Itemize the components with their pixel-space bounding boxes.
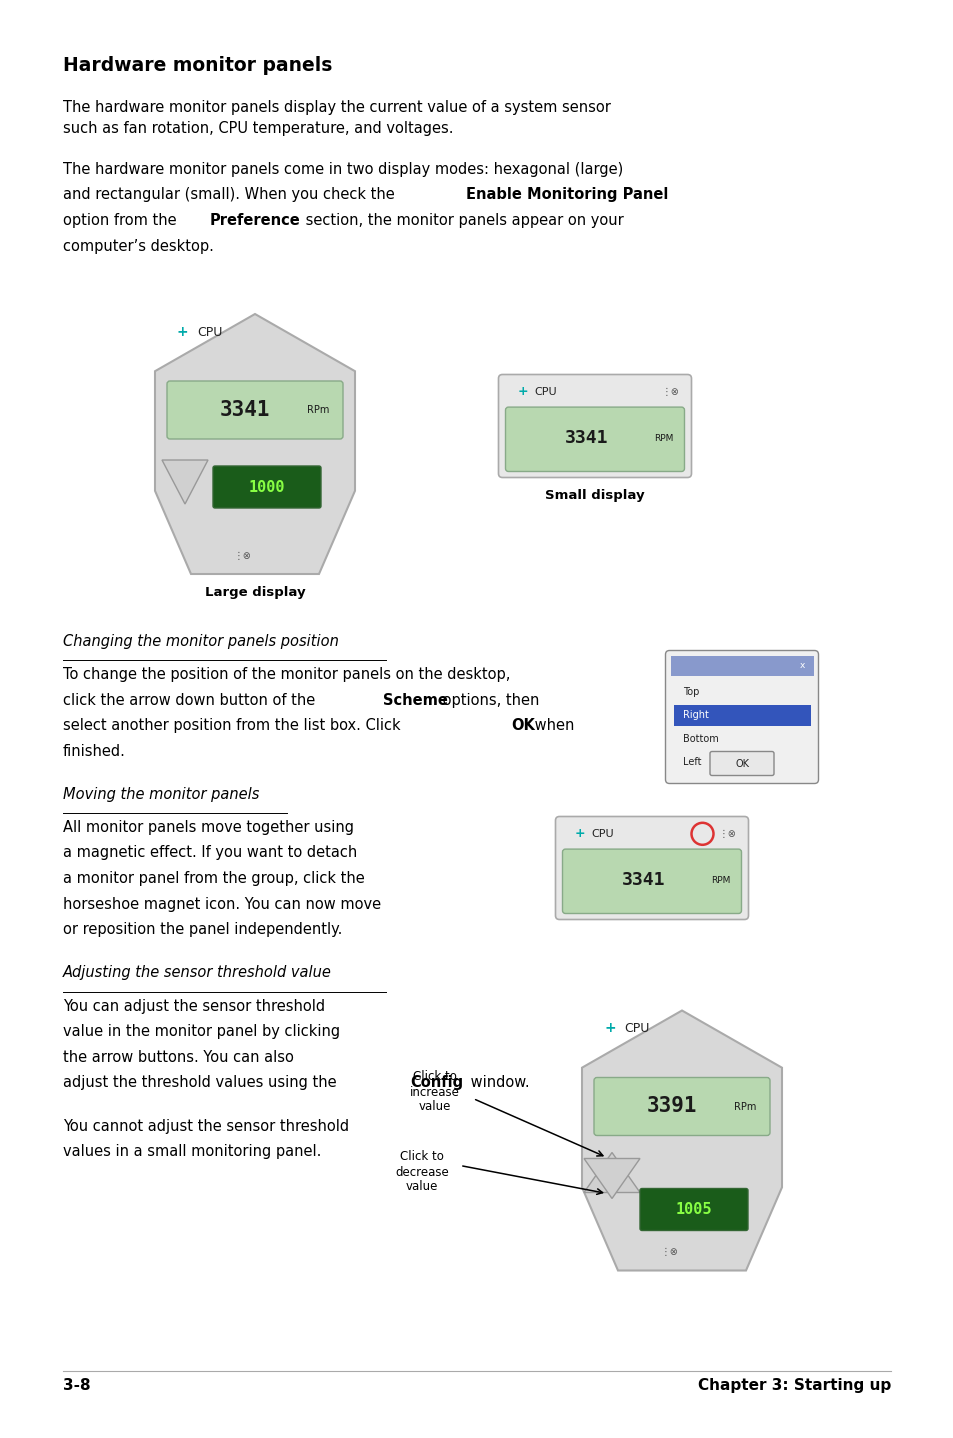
Text: values in a small monitoring panel.: values in a small monitoring panel. xyxy=(63,1145,321,1159)
Text: Click to
increase
value: Click to increase value xyxy=(410,1070,459,1113)
Text: The hardware monitor panels display the current value of a system sensor
such as: The hardware monitor panels display the … xyxy=(63,101,610,137)
FancyBboxPatch shape xyxy=(167,381,343,439)
Text: and rectangular (small). When you check the: and rectangular (small). When you check … xyxy=(63,187,399,203)
Text: OK: OK xyxy=(511,718,535,733)
FancyBboxPatch shape xyxy=(555,817,748,919)
Text: computer’s desktop.: computer’s desktop. xyxy=(63,239,213,253)
Text: option from the Preference section, the monitor panels appear on your: option from the Preference section, the … xyxy=(63,213,582,229)
Text: section, the monitor panels appear on your: section, the monitor panels appear on yo… xyxy=(300,213,623,229)
FancyBboxPatch shape xyxy=(505,407,684,472)
Text: ⋮⊗: ⋮⊗ xyxy=(233,551,252,561)
Text: RPM: RPM xyxy=(653,434,673,443)
FancyBboxPatch shape xyxy=(639,1188,747,1231)
Text: CPU: CPU xyxy=(534,387,557,397)
Text: adjust the threshold values using the: adjust the threshold values using the xyxy=(63,1076,341,1090)
Text: 3341: 3341 xyxy=(219,400,270,420)
FancyBboxPatch shape xyxy=(594,1077,769,1136)
FancyBboxPatch shape xyxy=(670,656,813,676)
Text: +: + xyxy=(177,325,189,339)
Text: computer’s desktop.: computer’s desktop. xyxy=(63,239,213,253)
Text: horseshoe magnet icon. You can now move: horseshoe magnet icon. You can now move xyxy=(63,896,381,912)
Text: value in the monitor panel by clicking: value in the monitor panel by clicking xyxy=(63,1024,340,1040)
Polygon shape xyxy=(154,313,355,574)
Text: CPU: CPU xyxy=(196,325,222,338)
Text: RPm: RPm xyxy=(733,1102,756,1112)
Text: +: + xyxy=(517,385,528,398)
FancyBboxPatch shape xyxy=(709,752,773,775)
FancyBboxPatch shape xyxy=(562,848,740,913)
FancyBboxPatch shape xyxy=(213,466,320,508)
Text: RPm: RPm xyxy=(307,406,329,416)
Text: Config: Config xyxy=(411,1076,463,1090)
Polygon shape xyxy=(583,1152,639,1192)
Text: Click to
decrease
value: Click to decrease value xyxy=(395,1150,449,1194)
Text: You can adjust the sensor threshold: You can adjust the sensor threshold xyxy=(63,998,325,1014)
Text: To change the position of the monitor panels on the desktop,: To change the position of the monitor pa… xyxy=(63,667,510,682)
Text: 3341: 3341 xyxy=(621,871,665,889)
Text: or reposition the panel independently.: or reposition the panel independently. xyxy=(63,922,342,938)
Text: window.: window. xyxy=(465,1076,529,1090)
Text: Bottom: Bottom xyxy=(682,733,719,743)
Text: You cannot adjust the sensor threshold: You cannot adjust the sensor threshold xyxy=(63,1119,349,1133)
Text: x: x xyxy=(799,661,804,670)
Text: 3341: 3341 xyxy=(565,429,608,447)
Text: All monitor panels move together using: All monitor panels move together using xyxy=(63,820,354,835)
Text: and rectangular (small). When you check the Enable Monitoring Panel: and rectangular (small). When you check … xyxy=(63,187,576,203)
FancyBboxPatch shape xyxy=(673,705,810,726)
Text: Moving the monitor panels: Moving the monitor panels xyxy=(63,787,259,802)
Polygon shape xyxy=(581,1011,781,1271)
Text: The hardware monitor panels come in two display modes: hexagonal (large): The hardware monitor panels come in two … xyxy=(63,162,622,177)
Text: click the arrow down button of the: click the arrow down button of the xyxy=(63,693,319,707)
Text: Adjusting the sensor threshold value: Adjusting the sensor threshold value xyxy=(63,965,332,981)
Text: a magnetic effect. If you want to detach: a magnetic effect. If you want to detach xyxy=(63,846,356,860)
Text: 1005: 1005 xyxy=(675,1202,712,1217)
Text: Right: Right xyxy=(682,710,709,720)
Text: +: + xyxy=(574,827,584,840)
Text: Small display: Small display xyxy=(544,489,644,502)
Text: Enable Monitoring Panel: Enable Monitoring Panel xyxy=(465,187,667,203)
Text: 3-8: 3-8 xyxy=(63,1378,91,1393)
Text: Scheme: Scheme xyxy=(383,693,448,707)
Text: Chapter 3: Starting up: Chapter 3: Starting up xyxy=(697,1378,890,1393)
Text: ⋮⊗: ⋮⊗ xyxy=(718,828,736,838)
Text: Hardware monitor panels: Hardware monitor panels xyxy=(63,56,332,75)
Text: Top: Top xyxy=(682,687,700,697)
Text: options, then: options, then xyxy=(437,693,539,707)
Text: when: when xyxy=(529,718,574,733)
Text: Large display: Large display xyxy=(205,587,305,600)
Text: select another position from the list box. Click: select another position from the list bo… xyxy=(63,718,405,733)
Text: a monitor panel from the group, click the: a monitor panel from the group, click th… xyxy=(63,871,364,886)
Text: The hardware monitor panels come in two display modes: hexagonal (large): The hardware monitor panels come in two … xyxy=(63,162,622,177)
Text: 3391: 3391 xyxy=(646,1097,697,1116)
Text: CPU: CPU xyxy=(591,828,614,838)
Polygon shape xyxy=(583,1159,639,1198)
Text: OK: OK xyxy=(734,758,748,768)
Text: Left: Left xyxy=(682,756,701,766)
Polygon shape xyxy=(162,460,208,503)
Text: 1000: 1000 xyxy=(249,479,285,495)
Text: RPM: RPM xyxy=(710,876,729,884)
Text: Changing the monitor panels position: Changing the monitor panels position xyxy=(63,634,338,649)
FancyBboxPatch shape xyxy=(665,650,818,784)
Text: +: + xyxy=(603,1021,615,1035)
FancyBboxPatch shape xyxy=(498,374,691,477)
Text: ⋮⊗: ⋮⊗ xyxy=(660,1248,679,1257)
Text: the arrow buttons. You can also: the arrow buttons. You can also xyxy=(63,1050,294,1064)
Text: CPU: CPU xyxy=(623,1022,649,1035)
Text: option from the: option from the xyxy=(63,213,181,229)
Text: finished.: finished. xyxy=(63,743,126,758)
Text: Preference: Preference xyxy=(209,213,300,229)
Text: ⋮⊗: ⋮⊗ xyxy=(661,387,679,397)
